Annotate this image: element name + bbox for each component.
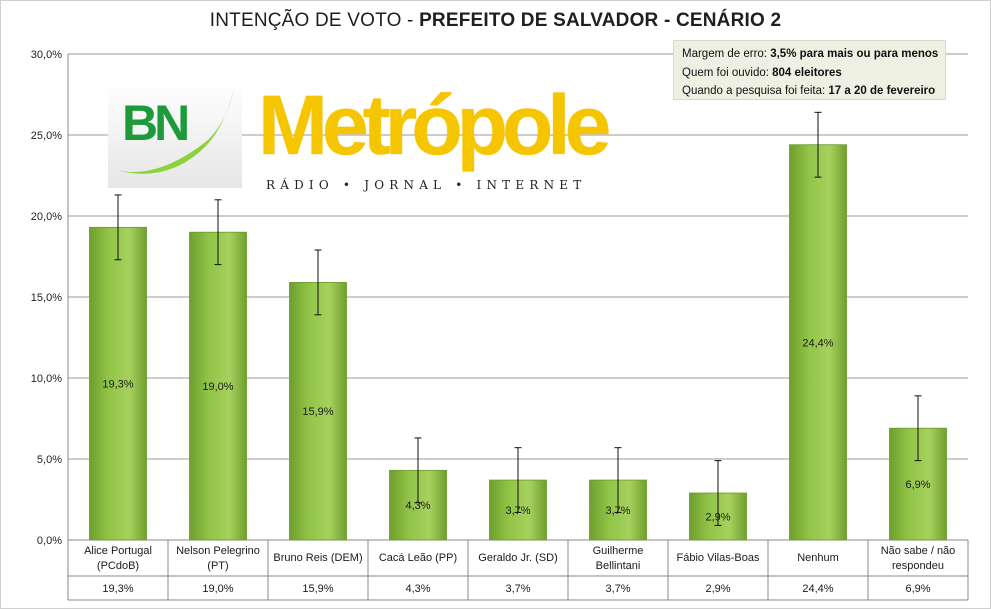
x-category-label: Alice Portugal [84,545,152,557]
table-value: 4,3% [405,583,430,595]
table-value: 19,3% [102,583,133,595]
data-label: 24,4% [802,337,833,349]
survey-date-line: Quando a pesquisa foi feita: 17 a 20 de … [682,85,936,97]
data-label: 15,9% [302,406,333,418]
y-tick-label: 0,0% [37,535,62,547]
metropole-logo: Metrópole RÁDIO • JORNAL • INTERNET [258,80,658,200]
data-label: 3,7% [605,505,630,517]
table-value: 19,0% [202,583,233,595]
bar [189,231,247,541]
data-label: 4,3% [405,500,430,512]
table-value: 2,9% [705,583,730,595]
x-category-label: Cacá Leão (PP) [379,552,457,564]
x-category-label: Geraldo Jr. (SD) [478,552,557,564]
x-category-label: Nenhum [797,552,839,564]
x-category-label: (PT) [207,560,228,572]
bn-logo: BN [108,80,242,188]
x-category-label: Não sabe / não [881,545,956,557]
bar [89,226,147,541]
table-value: 24,4% [802,583,833,595]
bar [789,144,847,541]
table-value: 15,9% [302,583,333,595]
x-category-label: Bellintani [596,560,641,572]
data-label: 19,3% [102,379,133,391]
x-category-label: Bruno Reis (DEM) [273,552,362,564]
survey-info-box: Margem de erro: 3,5% para mais ou para m… [673,40,946,100]
table-value: 3,7% [505,583,530,595]
error-margin-line: Margem de erro: 3,5% para mais ou para m… [682,48,939,60]
table-value: 3,7% [605,583,630,595]
chart-title: INTENÇÃO DE VOTO - PREFEITO DE SALVADOR … [209,10,782,31]
y-tick-label: 15,0% [31,292,62,304]
x-category-label: Guilherme [593,545,644,557]
x-category-label: Fábio Vilas-Boas [677,552,760,564]
x-category-label: (PCdoB) [97,560,139,572]
table-value: 6,9% [905,583,930,595]
data-label: 3,7% [505,505,530,517]
y-tick-label: 25,0% [31,130,62,142]
x-category-label: respondeu [892,560,944,572]
y-tick-label: 5,0% [37,454,62,466]
data-label: 6,9% [905,479,930,491]
y-tick-label: 20,0% [31,211,62,223]
x-category-label: Nelson Pelegrino [176,545,260,557]
data-label: 2,9% [705,512,730,524]
metropole-logo-tagline: RÁDIO • JORNAL • INTERNET [266,178,587,192]
y-tick-label: 30,0% [31,49,62,61]
bar [289,282,347,541]
sample-line: Quem foi ouvido: 804 eleitores [682,66,842,79]
y-tick-label: 10,0% [31,373,62,385]
bn-logo-text: BN [122,95,187,151]
metropole-logo-word: Metrópole [258,78,611,172]
data-label: 19,0% [202,381,233,393]
